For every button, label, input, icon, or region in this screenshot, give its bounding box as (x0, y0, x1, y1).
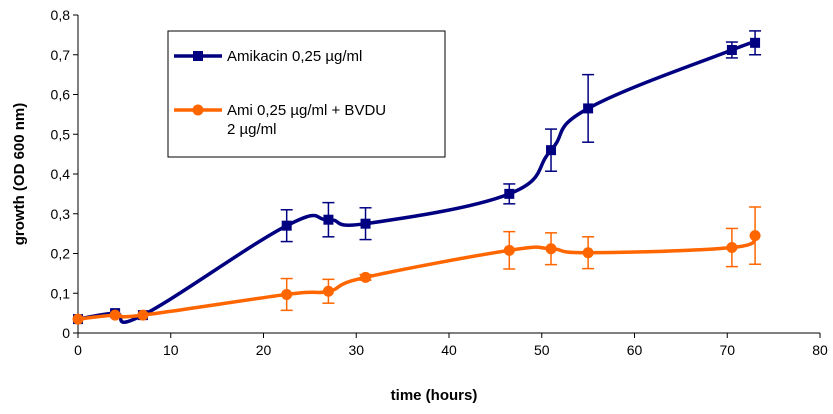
x-tick-label: 40 (441, 342, 457, 358)
y-axis-label: growth (OD 600 nm) (11, 103, 28, 246)
x-tick-label: 70 (719, 342, 735, 358)
y-tick-label: 0,4 (51, 166, 71, 182)
x-tick-label: 10 (163, 342, 179, 358)
data-point (546, 145, 557, 156)
legend-label-amikacin: Amikacin 0,25 µg/ml (227, 48, 362, 65)
series-layer (72, 30, 762, 325)
y-tick-label: 0,6 (51, 87, 71, 103)
data-point (545, 243, 557, 255)
x-tick-label: 80 (812, 342, 828, 358)
y-tick-label: 0,7 (51, 47, 71, 63)
data-point (582, 247, 594, 259)
y-tick-label: 0,2 (51, 246, 71, 262)
y-tick-label: 0 (62, 325, 70, 341)
data-point (360, 271, 372, 283)
y-tick-label: 0,5 (51, 126, 71, 142)
x-tick-label: 30 (348, 342, 364, 358)
legend-label-bvdu-line2: 2 µg/ml (227, 121, 277, 138)
data-point (750, 37, 761, 48)
data-point (503, 244, 515, 256)
axes: 0 10 20 30 40 50 60 70 80 0 0,1 0,2 0,3 0,4 0,5 0,6 0,7 0… (51, 7, 828, 358)
data-point (109, 309, 121, 321)
legend: Amikacin 0,25 µg/ml Ami 0,25 µg/ml + BVD… (167, 30, 446, 158)
legend-marker-amikacin (193, 51, 203, 61)
data-point (323, 214, 334, 225)
data-point (583, 103, 594, 114)
x-tick-label: 20 (256, 342, 272, 358)
series-line (77, 234, 757, 321)
x-tick-label: 50 (534, 342, 550, 358)
y-tick-label: 0,8 (51, 7, 71, 23)
data-point (137, 309, 149, 321)
x-tick-label: 0 (74, 342, 82, 358)
data-point (360, 218, 371, 229)
data-point (72, 313, 84, 325)
data-point (726, 44, 737, 55)
y-tick-label: 0,1 (51, 285, 71, 301)
data-point (281, 220, 292, 231)
x-tick-label: 60 (627, 342, 643, 358)
data-point (726, 242, 738, 254)
data-point (749, 230, 761, 242)
legend-box (167, 30, 446, 158)
data-point (504, 188, 515, 199)
x-axis-label: time (hours) (391, 387, 478, 404)
legend-marker-bvdu (192, 104, 204, 116)
data-point (281, 288, 293, 300)
y-tick-label: 0,3 (51, 206, 71, 222)
data-point (322, 285, 334, 297)
series-1 (72, 206, 762, 325)
legend-label-bvdu-line1: Ami 0,25 µg/ml + BVDU (227, 102, 386, 119)
